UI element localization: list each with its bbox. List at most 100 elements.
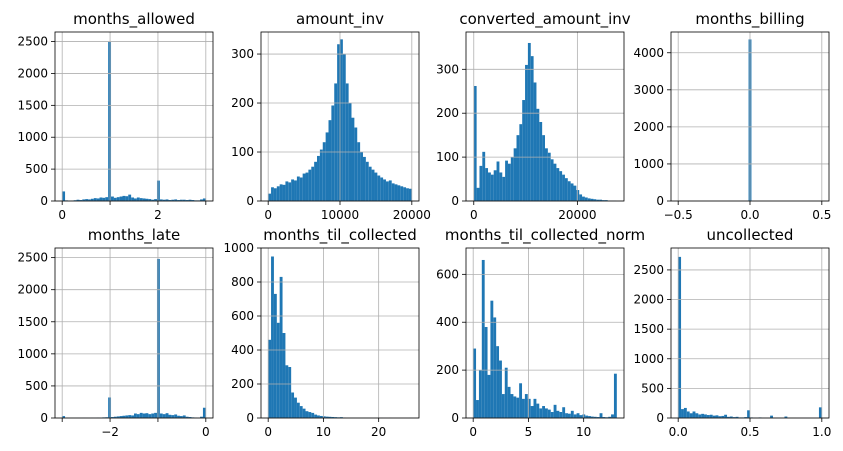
x-tick-label: 20000	[393, 208, 431, 222]
y-tick-label: 2000	[17, 66, 48, 80]
histogram-bar	[165, 413, 169, 418]
x-tick-label: 20	[371, 425, 386, 439]
histogram-bar	[282, 333, 286, 418]
histogram-bar	[291, 179, 295, 201]
histogram-bar	[701, 413, 705, 418]
histogram-bar	[550, 159, 554, 201]
histogram-bar	[314, 414, 318, 418]
histogram-bar	[507, 386, 511, 418]
histogram-bar	[337, 44, 340, 201]
histogram-bar	[90, 198, 94, 201]
y-tick-label: 500	[25, 379, 48, 393]
histogram-bar	[374, 172, 378, 201]
y-tick-label: 1000	[17, 130, 48, 144]
histogram-bar	[559, 171, 563, 201]
histogram-bar	[599, 199, 602, 201]
histogram-bar	[550, 412, 554, 418]
histogram-bar	[116, 197, 120, 201]
histogram-bar	[62, 416, 66, 418]
histogram-bar	[285, 181, 289, 201]
histogram-bar	[145, 198, 149, 201]
y-tick-label: 300	[231, 47, 254, 61]
histogram-bar	[314, 161, 318, 201]
histogram-bar	[125, 196, 129, 201]
histogram-bar	[522, 100, 526, 201]
histogram-bar	[724, 414, 728, 418]
histogram-bar	[159, 199, 163, 201]
histogram-bar	[530, 406, 534, 418]
histogram-bar	[279, 184, 283, 201]
histogram-bar	[128, 194, 132, 201]
y-tick-label: 0	[656, 411, 664, 425]
y-tick-label: 200	[231, 96, 254, 110]
histogram-bar	[490, 174, 494, 201]
y-tick-label: 1500	[17, 98, 48, 112]
histogram-bar	[403, 187, 407, 201]
x-tick-label: 10000	[321, 208, 359, 222]
histogram-bar	[108, 41, 112, 201]
histogram-bar	[383, 179, 386, 201]
histogram-bar	[593, 199, 597, 201]
histogram-bar	[493, 317, 497, 418]
histogram-bar	[282, 184, 286, 201]
histogram-bar	[487, 374, 491, 418]
histogram-bar	[156, 180, 160, 201]
histogram-bar	[168, 200, 172, 201]
histogram-bar	[504, 367, 508, 418]
y-tick-label: 300	[436, 62, 459, 76]
histogram-bar	[729, 416, 733, 418]
histogram-bar	[485, 168, 489, 201]
histogram-bar	[397, 185, 401, 201]
histogram-bar	[585, 415, 589, 418]
histogram-bar	[545, 148, 548, 201]
histogram-bar	[122, 195, 126, 201]
histogram-bar	[502, 176, 506, 201]
y-tick-label: 400	[436, 315, 459, 329]
histogram-bar	[139, 412, 143, 418]
histogram-bar	[611, 414, 614, 418]
histogram-bar	[596, 199, 600, 201]
histogram-bar	[576, 413, 580, 418]
x-tick-label: 0.5	[812, 208, 831, 222]
histogram-bar	[706, 415, 710, 418]
y-tick-label: 0	[656, 194, 664, 208]
histogram-bar	[191, 200, 195, 201]
x-tick-label: 0.0	[740, 208, 759, 222]
histogram-bar	[325, 132, 329, 201]
histogram-bar	[200, 199, 203, 201]
histogram-bar	[588, 416, 591, 418]
subplot-title: converted_amount_inv	[459, 10, 630, 29]
histogram-bar	[499, 360, 502, 418]
histogram-bar	[542, 135, 545, 201]
histogram-bar	[299, 406, 303, 418]
x-tick-label: 10	[576, 425, 591, 439]
histogram-bar	[294, 397, 297, 418]
histogram-bar	[547, 409, 551, 418]
histogram-bar	[334, 417, 338, 418]
histogram-bar	[727, 416, 730, 418]
y-tick-label: 200	[436, 363, 459, 377]
histogram-bar	[179, 416, 183, 418]
histogram-bar	[182, 199, 186, 201]
y-tick-label: 100	[231, 145, 254, 159]
histogram-bar	[154, 199, 157, 201]
subplot-amount_inv: 0 10000 20000 0 100 200 300 amount_inv	[231, 10, 431, 222]
histogram-bar	[490, 300, 494, 418]
histogram-bar	[601, 200, 605, 201]
histogram-bar	[62, 191, 66, 201]
histogram-bar	[408, 188, 412, 201]
histogram-bar	[562, 407, 566, 418]
y-tick-label: 100	[436, 150, 459, 164]
histogram-bar	[76, 199, 80, 201]
histogram-bar	[698, 414, 702, 418]
histogram-bar	[481, 259, 485, 418]
histogram-bar	[357, 142, 361, 201]
histogram-bar	[185, 200, 189, 201]
x-tick-label: 10	[316, 425, 331, 439]
histogram-bar	[479, 165, 483, 201]
histogram-bar	[476, 400, 479, 418]
histogram-bar	[308, 412, 312, 418]
histogram-bar	[562, 174, 565, 201]
histogram-bar	[340, 39, 343, 201]
histogram-bar	[525, 64, 528, 201]
